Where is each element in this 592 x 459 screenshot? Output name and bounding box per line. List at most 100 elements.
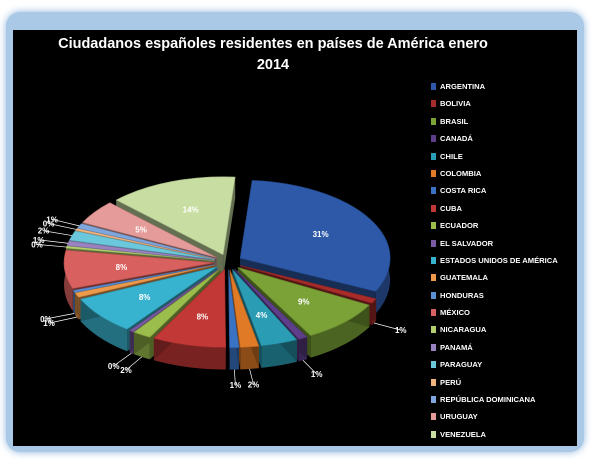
data-label: 14% (183, 205, 199, 214)
pie-slice-side (229, 347, 239, 370)
pie-slice (153, 268, 227, 348)
pie-slice (133, 268, 221, 338)
legend-label: COSTA RICA (440, 186, 487, 196)
legend-item: COSTA RICA (431, 182, 581, 199)
legend-swatch (431, 169, 436, 177)
legend-swatch (431, 361, 436, 369)
legend-swatch (431, 326, 436, 334)
legend-label: PANAMÁ (440, 342, 473, 352)
data-label: 8% (197, 312, 209, 321)
leader-line (302, 359, 317, 375)
legend-item: ESTADOS UNIDOS DE AMÉRICA (431, 252, 581, 269)
leader-line (233, 369, 236, 386)
legend-label: URUGUAY (440, 412, 478, 422)
legend-label: CUBA (440, 203, 462, 213)
legend-swatch (431, 256, 436, 264)
legend-item: PARAGUAY (431, 356, 581, 373)
leader-line (36, 244, 67, 248)
legend-swatch (431, 309, 436, 317)
data-label: 8% (139, 293, 151, 302)
leader-line (49, 316, 77, 324)
pie-chart: 31%1%9%1%4%2%1%8%2%0%8%1%0%8%0%1%2%0%1%5… (31, 176, 407, 390)
pie-slice (72, 264, 215, 293)
legend-label: BOLIVIA (440, 99, 471, 109)
leader-line (38, 239, 69, 244)
legend-item: BRASIL (431, 113, 581, 130)
legend-item: PERÚ (431, 374, 581, 391)
legend-label: ARGENTINA (440, 82, 486, 91)
legend-label: BRASIL (440, 116, 469, 126)
leader-line (43, 230, 73, 236)
legend-item: URUGUAY (431, 408, 581, 425)
legend-label: PERÚ (440, 377, 462, 387)
leader-line (249, 368, 254, 385)
legend: ARGENTINA BOLIVIA BRASIL CANADÁ CHILE COLOMBI… (431, 78, 581, 443)
legend-item: REPÚBLICA DOMINICANA (431, 391, 581, 408)
pie-slice-side (64, 250, 73, 311)
pie-slice-face (223, 177, 236, 277)
pie-slice (80, 266, 218, 330)
legend-item: ECUADOR (431, 217, 581, 234)
leader-line (373, 322, 401, 331)
data-label: 1% (46, 215, 58, 224)
legend-label: MÉXICO (440, 308, 470, 318)
legend-label: NICARAGUA (440, 325, 487, 335)
data-label: 8% (116, 263, 128, 272)
pie-slice (239, 180, 391, 292)
leader-line (52, 218, 80, 227)
legend-label: HONDURAS (440, 290, 484, 300)
data-label: 0% (40, 315, 52, 324)
legend-label: PARAGUAY (440, 360, 483, 370)
chart-panel: Ciudadanos españoles residentes en paíse… (13, 30, 577, 446)
legend-item: CUBA (431, 200, 581, 217)
legend-swatch (431, 83, 436, 90)
data-label: 2% (38, 227, 50, 236)
data-label: 1% (311, 370, 323, 379)
pie-slice (229, 269, 260, 348)
legend-label: VENEZUELA (440, 429, 486, 439)
legend-item: HONDURAS (431, 287, 581, 304)
legend-item: NICARAGUA (431, 321, 581, 338)
legend-label: EL SALVADOR (440, 238, 494, 248)
legend-swatch (431, 396, 436, 404)
legend-item: EL SALVADOR (431, 235, 581, 252)
legend-swatch (431, 413, 436, 421)
legend-label: REPÚBLICA DOMINICANA (440, 395, 536, 405)
data-label: 9% (298, 298, 310, 307)
legend-item: PANAMÁ (431, 339, 581, 356)
chart-title: Ciudadanos españoles residentes en paíse… (58, 36, 488, 73)
legend-swatch (431, 100, 436, 108)
legend-label: COLOMBIA (440, 168, 482, 178)
pie-slice (232, 269, 298, 347)
pie-slice (228, 269, 240, 348)
pie-slice (74, 264, 216, 298)
legend-item: CANADÁ (431, 130, 581, 147)
data-label: 1% (230, 381, 242, 390)
data-label: 2% (120, 366, 132, 375)
legend-swatch (431, 430, 436, 438)
data-label: 0% (43, 219, 55, 228)
legend-item: CHILE (431, 148, 581, 165)
data-label: 4% (256, 311, 268, 320)
pie-slice (240, 265, 377, 304)
pie-slice (237, 267, 370, 337)
data-label: 1% (43, 319, 55, 328)
legend-label: CANADÁ (440, 134, 473, 144)
leader-line (48, 223, 77, 230)
leader-line (125, 356, 142, 371)
leader-line (45, 313, 75, 320)
legend-label: ESTADOS UNIDOS DE AMÉRICA (440, 255, 558, 265)
pie-slice-side (153, 338, 226, 370)
data-label: 31% (313, 230, 329, 239)
legend-swatch (431, 187, 436, 195)
legend-swatch (431, 222, 436, 230)
legend-item: BOLIVIA (431, 95, 581, 112)
pie-slice (129, 267, 220, 333)
pie-slice (68, 230, 215, 260)
legend-swatch (431, 152, 436, 160)
leader-line (113, 352, 132, 367)
data-label: 0% (31, 240, 43, 249)
legend-swatch (431, 291, 436, 299)
data-label: 1% (395, 326, 407, 335)
pie-slice (75, 228, 216, 260)
